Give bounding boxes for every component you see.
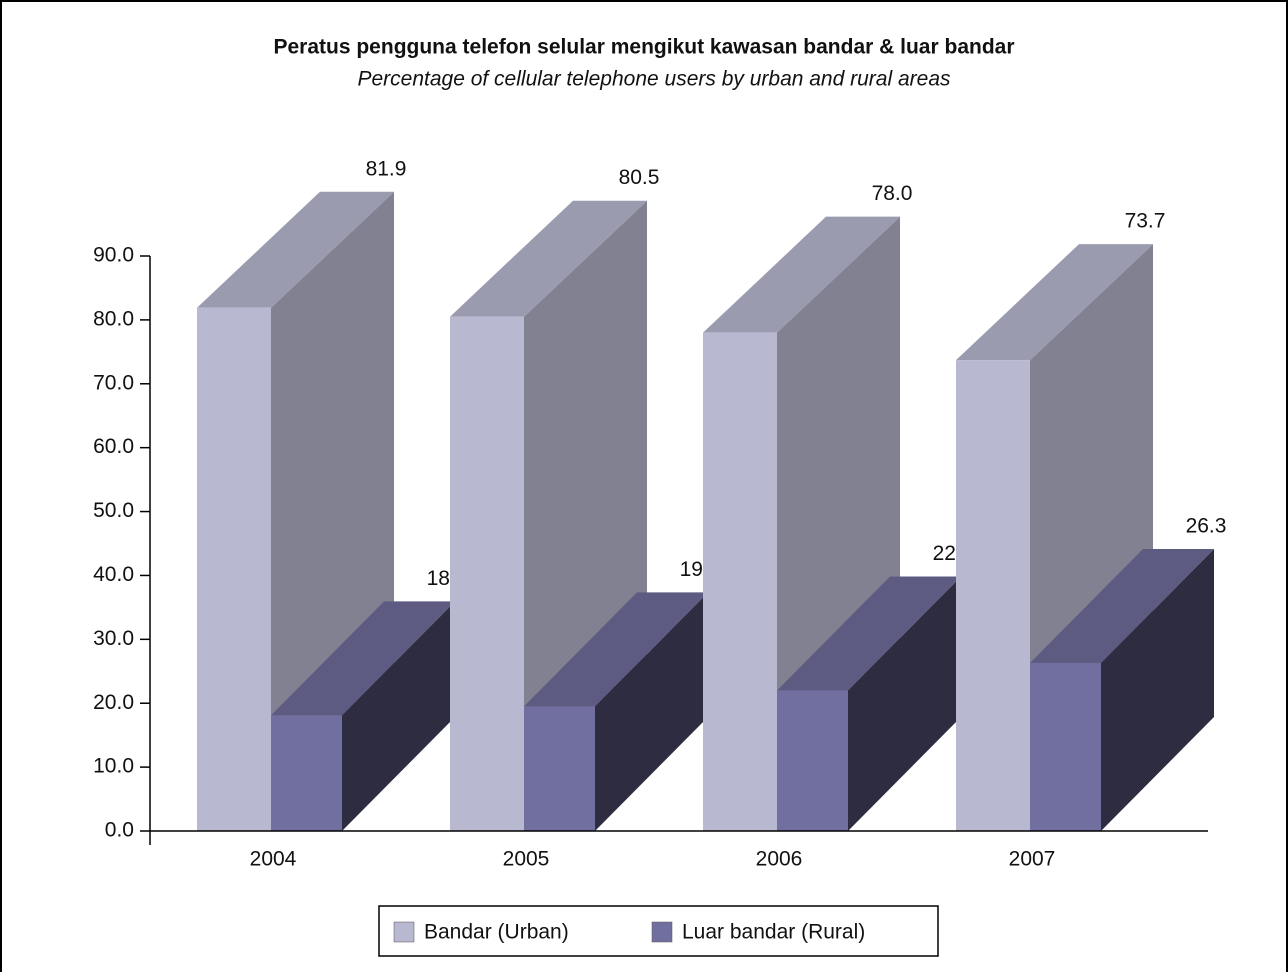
bar-top (956, 244, 1153, 361)
bar (1030, 662, 1101, 831)
chart-subtitle: Percentage of cellular telephone users b… (357, 68, 951, 91)
y-tick-label: 40.0 (93, 563, 134, 586)
bar-top (271, 601, 455, 716)
bar (703, 332, 777, 831)
bar-top (450, 200, 647, 317)
y-tick-label: 60.0 (93, 435, 134, 458)
x-tick-label: 2004 (250, 848, 297, 871)
y-tick-label: 10.0 (93, 755, 134, 778)
bar (197, 307, 271, 831)
legend-label: Luar bandar (Rural) (682, 921, 865, 944)
bar (271, 715, 342, 831)
legend-swatch (393, 921, 415, 943)
x-tick-label: 2007 (1009, 848, 1056, 871)
data-label: 80.5 (619, 166, 660, 189)
legend-label: Bandar (Urban) (424, 921, 569, 944)
y-tick-label: 90.0 (93, 244, 134, 267)
data-label: 73.7 (1125, 210, 1166, 233)
y-tick-label: 30.0 (93, 627, 134, 650)
data-label: 78.0 (872, 182, 913, 205)
y-tick-label: 0.0 (105, 819, 134, 842)
bar-top (197, 191, 394, 308)
legend-swatch (651, 921, 673, 943)
bar (524, 706, 595, 831)
bar-top (777, 576, 961, 691)
bar-side (342, 601, 455, 831)
data-label: 26.3 (1186, 515, 1227, 538)
x-tick-label: 2006 (756, 848, 803, 871)
x-tick-label: 2005 (503, 848, 550, 871)
bar-side (1101, 548, 1214, 831)
y-tick-label: 70.0 (93, 371, 134, 394)
bar-side (595, 592, 708, 831)
chart-title: Peratus pengguna telefon selular mengiku… (273, 36, 1014, 59)
bar-top (703, 216, 900, 333)
bar (450, 316, 524, 831)
bar-top (524, 592, 708, 707)
y-tick-label: 80.0 (93, 307, 134, 330)
y-tick-label: 50.0 (93, 499, 134, 522)
bar-side (848, 576, 961, 831)
bar (956, 360, 1030, 831)
bar (777, 690, 848, 831)
bar-top (1030, 548, 1214, 663)
y-tick-label: 20.0 (93, 691, 134, 714)
data-label: 81.9 (366, 157, 407, 180)
